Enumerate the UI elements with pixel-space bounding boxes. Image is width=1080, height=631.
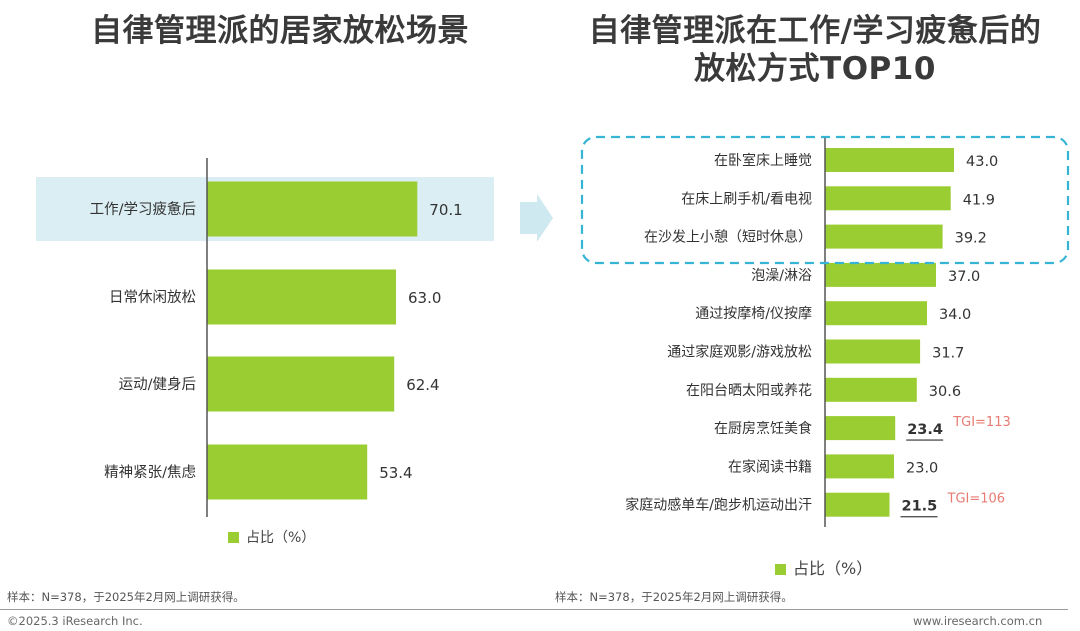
right-category-label: 泡澡/淋浴 — [751, 268, 812, 284]
right-chart-title: 自律管理派在工作/学习疲惫后的 放松方式TOP10 — [565, 12, 1065, 88]
left-bar — [207, 181, 418, 237]
left-category-label: 运动/健身后 — [119, 376, 196, 393]
right-legend-label: 占比（%） — [793, 559, 873, 578]
right-value-label: 41.9 — [963, 192, 995, 208]
right-bar — [825, 377, 917, 402]
right-footnote: 样本：N=378，于2025年2月网上调研获得。 — [555, 590, 793, 604]
right-value-label: 39.2 — [955, 231, 987, 247]
top3-dashed-box — [580, 135, 1070, 265]
tgi-annotation: TGI=113 — [952, 415, 1011, 430]
left-value-label: 63.0 — [408, 289, 441, 307]
right-title-line-1: 自律管理派在工作/学习疲惫后的 — [588, 13, 1042, 49]
left-legend: 占比（%） — [228, 527, 315, 547]
right-value-label: 23.0 — [906, 460, 938, 476]
right-bar — [825, 454, 894, 479]
right-value-label: 37.0 — [948, 269, 980, 285]
right-bar — [825, 262, 936, 287]
right-value-label: 31.7 — [932, 346, 964, 362]
right-category-label: 在阳台晒太阳或养花 — [686, 383, 812, 399]
right-bar — [825, 224, 943, 249]
left-category-label: 工作/学习疲惫后 — [90, 201, 196, 218]
footer-divider — [0, 609, 1068, 610]
right-bar — [825, 416, 896, 441]
left-legend-label: 占比（%） — [246, 530, 316, 546]
left-bar — [207, 269, 396, 325]
left-bar — [207, 356, 395, 412]
copyright: ©2025.3 iResearch Inc. — [7, 614, 143, 628]
arrow-icon — [520, 194, 553, 242]
left-value-label: 53.4 — [379, 464, 412, 482]
right-category-label: 在厨房烹饪美食 — [714, 420, 812, 437]
left-value-label: 70.1 — [429, 201, 462, 219]
right-value-label: 43.0 — [966, 154, 998, 170]
website: www.iresearch.com.cn — [913, 614, 1043, 628]
right-category-label: 通过家庭观影/游戏放松 — [667, 344, 812, 361]
right-category-label: 家庭动感单车/跑步机运动出汗 — [625, 497, 812, 514]
left-bar — [207, 444, 368, 500]
right-category-label: 在家阅读书籍 — [728, 458, 812, 475]
right-value-label: 34.0 — [939, 307, 971, 323]
right-category-label: 在沙发上小憩（短时休息） — [644, 229, 812, 246]
legend-swatch — [228, 532, 239, 543]
right-bar — [825, 339, 921, 364]
left-value-label: 62.4 — [406, 376, 439, 394]
tgi-annotation: TGI=106 — [947, 492, 1006, 507]
legend-swatch — [775, 564, 786, 575]
right-bar — [825, 186, 951, 211]
right-value-label: 21.5 — [902, 499, 938, 515]
left-category-label: 精神紧张/焦虑 — [104, 464, 196, 481]
right-value-label: 23.4 — [907, 422, 943, 438]
right-category-label: 通过按摩椅/仪按摩 — [695, 305, 812, 322]
left-category-label: 日常休闲放松 — [109, 289, 196, 306]
right-bar — [825, 148, 954, 172]
right-legend: 占比（%） — [775, 555, 872, 579]
left-chart-title: 自律管理派的居家放松场景 — [91, 13, 469, 49]
right-bar — [825, 301, 927, 326]
right-title-line-2: 放松方式TOP10 — [694, 51, 936, 87]
right-category-label: 在床上刷手机/看电视 — [681, 191, 812, 207]
left-footnote: 样本：N=378，于2025年2月网上调研获得。 — [7, 590, 245, 604]
right-category-label: 在卧室床上睡觉 — [714, 152, 812, 169]
right-bar — [825, 492, 890, 517]
right-value-label: 30.6 — [929, 384, 961, 400]
